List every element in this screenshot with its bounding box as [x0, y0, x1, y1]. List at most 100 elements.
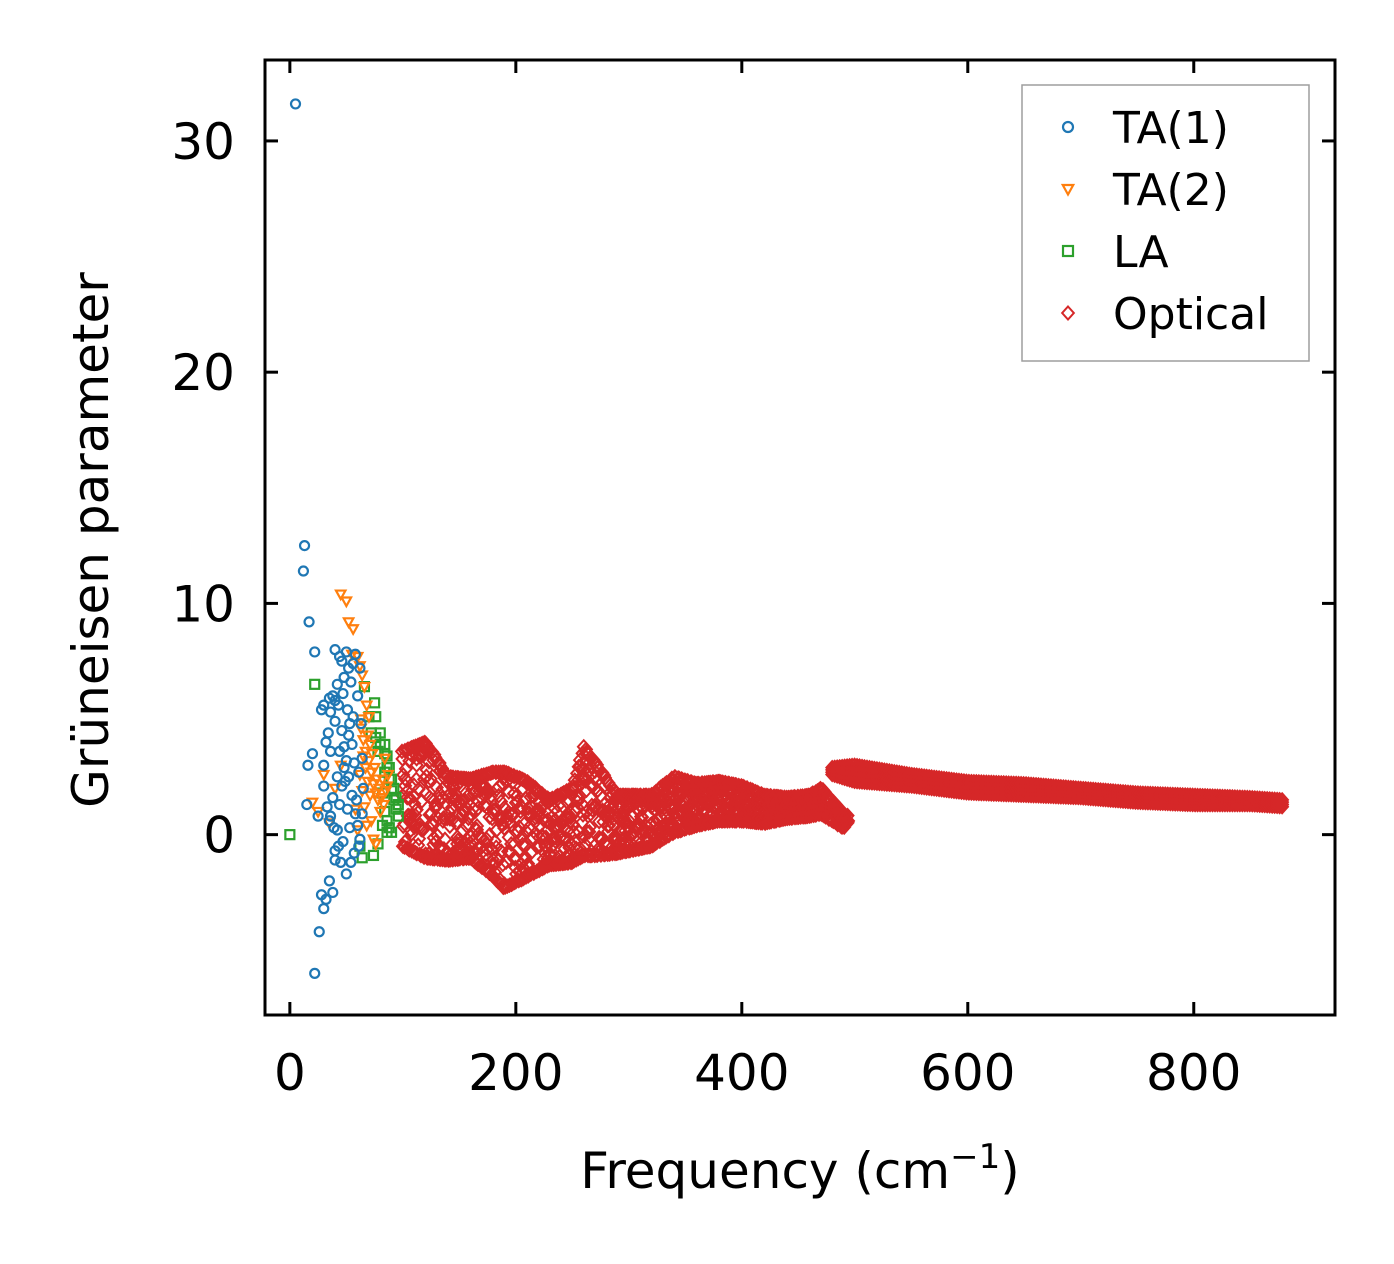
- optical-point: [466, 785, 481, 802]
- ta2-point: [374, 792, 388, 805]
- ta1-point: [352, 690, 364, 702]
- optical-point: [402, 752, 417, 769]
- la-point: [367, 849, 380, 862]
- optical-point: [1274, 791, 1290, 808]
- ta2-point: [363, 739, 377, 752]
- optical-point: [621, 812, 637, 829]
- ta2-point: [362, 712, 376, 724]
- y-tick-label: 0: [203, 807, 235, 865]
- optical-point: [563, 809, 578, 826]
- ta2-point: [373, 806, 387, 819]
- series-optical: [394, 734, 1290, 896]
- ta1-point: [318, 699, 330, 711]
- legend-marker: [1060, 305, 1076, 321]
- ta1-point: [349, 808, 361, 820]
- ta1-point: [309, 967, 321, 979]
- ta1-point: [339, 775, 351, 788]
- ta1-point: [345, 676, 357, 688]
- legend-marker: [1061, 120, 1075, 134]
- la-point: [309, 678, 321, 690]
- optical-point: [574, 814, 590, 831]
- legend-label: TA(1): [1112, 103, 1229, 154]
- optical-point: [461, 816, 476, 833]
- legend-marker: [1061, 244, 1075, 258]
- x-tick-label: 800: [1146, 1044, 1241, 1102]
- ta1-point: [332, 699, 345, 711]
- ta1-point: [357, 782, 369, 794]
- optical-point: [469, 817, 485, 834]
- ta1-point: [301, 798, 313, 811]
- ta1-point: [340, 868, 352, 880]
- ta1-point: [303, 616, 315, 628]
- ta1-point: [306, 748, 319, 760]
- optical-point: [479, 831, 494, 848]
- ta1-point: [327, 886, 339, 899]
- ta1-point: [337, 687, 349, 700]
- ta1-point: [313, 926, 325, 938]
- optical-point: [501, 829, 516, 846]
- ta2-point: [317, 769, 331, 782]
- ta2-point: [377, 799, 391, 812]
- optical-point: [461, 787, 476, 804]
- x-tick-label: 600: [920, 1044, 1015, 1102]
- ta2-point: [370, 774, 384, 787]
- ta2-point: [379, 786, 393, 798]
- legend: TA(1) TA(2) LA Optical: [1021, 84, 1310, 362]
- ta1-point: [353, 840, 365, 852]
- ta1-point: [355, 718, 367, 730]
- ta2-point: [361, 730, 375, 743]
- ta2-point: [339, 596, 353, 609]
- optical-point: [415, 821, 430, 838]
- ta1-point: [350, 794, 363, 806]
- ta1-point: [327, 792, 339, 804]
- ta1-point: [335, 856, 347, 868]
- ta2-point: [369, 839, 383, 852]
- y-tick-label: 10: [171, 575, 235, 633]
- ta1-point: [340, 646, 352, 658]
- tick-layer: 0 200 400 600 800 0 10 20 30: [171, 60, 1335, 1102]
- ta1-point: [333, 798, 346, 811]
- optical-point: [491, 787, 506, 804]
- optical-point: [461, 810, 476, 827]
- ta1-point: [344, 718, 356, 730]
- ta1-point: [353, 766, 365, 778]
- ta2-point: [368, 762, 382, 775]
- ta1-point: [344, 822, 356, 834]
- ta2-point: [346, 624, 360, 637]
- x-axis-title: Frequency (cm−1): [580, 1137, 1020, 1200]
- optical-point: [424, 814, 440, 831]
- optical-point: [411, 781, 426, 798]
- optical-point: [561, 854, 576, 871]
- optical-point: [579, 824, 595, 841]
- optical-point: [470, 792, 485, 809]
- ta1-point: [315, 889, 328, 901]
- optical-point: [423, 770, 438, 787]
- ta2-point: [334, 589, 348, 602]
- ta1-point: [354, 662, 366, 674]
- optical-point: [399, 789, 415, 806]
- optical-point: [590, 782, 605, 799]
- la-point: [385, 826, 398, 838]
- ta1-point: [320, 736, 332, 748]
- y-tick-label: 30: [171, 113, 235, 171]
- ta1-point: [348, 757, 360, 769]
- optical-point: [481, 783, 497, 800]
- series-ta1: [289, 98, 369, 979]
- optical-point: [449, 815, 465, 832]
- ta1-point: [343, 729, 355, 741]
- ta1-point: [297, 565, 310, 577]
- optical-point: [1274, 794, 1290, 811]
- la-point: [381, 815, 393, 827]
- legend-marker: [1060, 183, 1076, 197]
- optical-point: [442, 810, 458, 827]
- ta1-point: [318, 903, 330, 915]
- ta1-point: [349, 648, 361, 660]
- ta1-point: [332, 840, 345, 852]
- optical-point: [644, 815, 659, 832]
- la-point: [379, 738, 391, 751]
- ta1-point: [331, 678, 343, 690]
- la-point: [392, 810, 404, 822]
- optical-point: [495, 856, 510, 873]
- ta2-point: [360, 820, 374, 833]
- ta1-point: [341, 803, 354, 815]
